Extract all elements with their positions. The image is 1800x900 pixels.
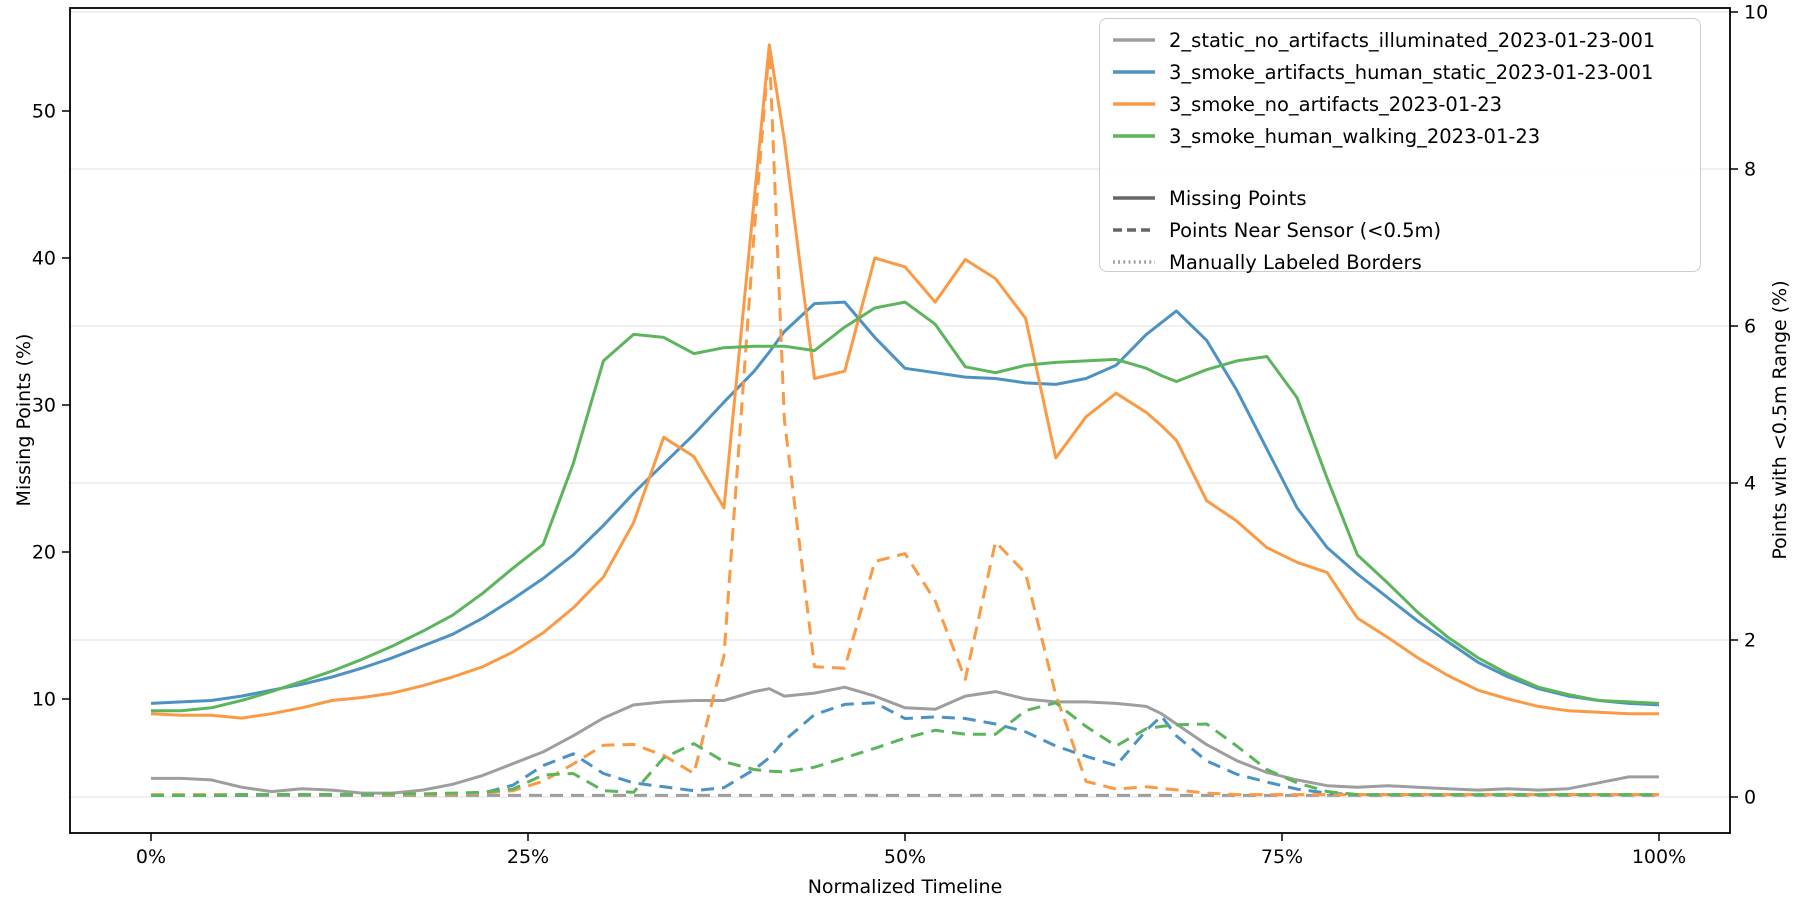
legend-line-sample-solid — [1113, 102, 1155, 106]
series-solid-line — [151, 685, 1659, 795]
legend-label: Manually Labeled Borders — [1169, 250, 1422, 274]
legend-item: Manually Labeled Borders — [1112, 246, 1700, 278]
legend-item: 2_static_no_artifacts_illuminated_2023-0… — [1112, 24, 1700, 56]
x-tick-label: 25% — [507, 846, 549, 868]
legend-line-sample-solid — [1113, 70, 1155, 74]
series-dashed-line — [151, 701, 1659, 797]
legend-line-sample-solid — [1113, 38, 1155, 42]
series-solid-line — [150, 43, 1659, 720]
series-solid-line — [151, 300, 1660, 713]
legend-label: Points Near Sensor (<0.5m) — [1169, 218, 1442, 242]
legend-item: 3_smoke_no_artifacts_2023-01-23 — [1112, 88, 1700, 120]
y-right-tick-label: 6 — [1744, 316, 1756, 338]
legend-line-sample-solid — [1113, 134, 1155, 138]
y-left-tick-label: 20 — [32, 542, 56, 564]
series-lines — [150, 43, 1660, 797]
gridlines — [70, 11, 1730, 798]
legend-label: 3_smoke_artifacts_human_static_2023-01-2… — [1169, 60, 1654, 84]
y-left-tick-label: 10 — [32, 689, 56, 711]
plot-border — [69, 7, 1731, 834]
legend-label: 2_static_no_artifacts_illuminated_2023-0… — [1169, 28, 1656, 52]
legend-item: 3_smoke_human_walking_2023-01-23 — [1112, 120, 1700, 152]
x-axis-label: Normalized Timeline — [807, 876, 1003, 898]
legend-label: 3_smoke_no_artifacts_2023-01-23 — [1169, 92, 1503, 116]
series-solid-line — [150, 300, 1660, 707]
y-axis-label-right: Points with <0.5m Range (%) — [1769, 280, 1791, 560]
y-right-tick-label: 0 — [1744, 787, 1756, 809]
legend-spacer — [1112, 152, 1700, 182]
y-right-tick-label: 2 — [1744, 630, 1756, 652]
y-axis-label-left: Missing Points (%) — [13, 333, 35, 507]
x-tick-label: 75% — [1261, 846, 1303, 868]
y-right-tick-label: 10 — [1744, 2, 1768, 24]
y-left-tick-label: 50 — [32, 101, 56, 123]
legend-line-sample-dashed — [1113, 228, 1155, 232]
x-tick-label: 100% — [1632, 846, 1686, 868]
legend-line-sample-dotted — [1113, 260, 1155, 264]
x-tick-label: 0% — [136, 846, 166, 868]
legend-label: 3_smoke_human_walking_2023-01-23 — [1169, 124, 1541, 148]
legend-item: 3_smoke_artifacts_human_static_2023-01-2… — [1112, 56, 1700, 88]
legend-line-sample-solid — [1113, 196, 1155, 200]
y-right-tick-label: 8 — [1744, 159, 1756, 181]
legend-label: Missing Points — [1169, 186, 1307, 210]
series-dashed-line — [151, 701, 1659, 797]
y-left-tick-label: 40 — [32, 248, 56, 270]
legend: 2_static_no_artifacts_illuminated_2023-0… — [1099, 18, 1701, 274]
y-left-tick-label: 30 — [32, 395, 56, 417]
y-right-tick-label: 4 — [1744, 473, 1756, 495]
legend-item: Points Near Sensor (<0.5m) — [1112, 214, 1700, 246]
legend-item: Missing Points — [1112, 182, 1700, 214]
x-tick-label: 50% — [884, 846, 926, 868]
